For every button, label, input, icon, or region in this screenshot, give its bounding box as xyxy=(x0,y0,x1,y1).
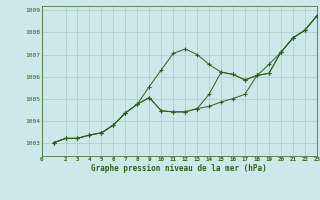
X-axis label: Graphe pression niveau de la mer (hPa): Graphe pression niveau de la mer (hPa) xyxy=(91,164,267,173)
